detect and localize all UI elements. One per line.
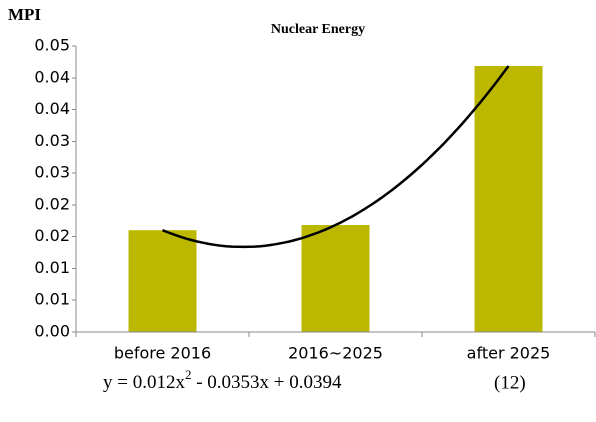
y-tick-label: 0.03 <box>34 131 70 150</box>
equation-number: (12) <box>494 372 526 393</box>
y-tick-label: 0.04 <box>34 68 70 87</box>
y-tick-label: 0.00 <box>34 322 70 341</box>
y-tick-label: 0.02 <box>34 195 70 214</box>
bar <box>301 225 370 332</box>
y-tick-label: 0.01 <box>34 258 70 277</box>
y-tick-label: 0.01 <box>34 289 70 308</box>
equation-part: - 0.0353x + 0.0394 <box>191 372 342 393</box>
bar <box>474 66 543 333</box>
y-tick-label: 0.05 <box>34 36 70 55</box>
trendline <box>162 65 510 249</box>
y-tick-label: 0.02 <box>34 226 70 245</box>
x-tick-label: 2016~2025 <box>288 344 383 363</box>
y-tick-label: 0.03 <box>34 162 70 181</box>
x-tick-label: before 2016 <box>114 344 211 363</box>
equation: y = 0.012x2 - 0.0353x + 0.0394 <box>103 367 342 393</box>
chart-title: Nuclear Energy <box>271 22 365 37</box>
bar <box>128 230 197 332</box>
equation-part: y = 0.012x <box>103 372 185 393</box>
equation-exponent: 2 <box>185 367 192 382</box>
y-axis-label: MPI <box>8 5 41 24</box>
y-tick-label: 0.04 <box>34 99 70 118</box>
x-tick-label: after 2025 <box>467 344 551 363</box>
